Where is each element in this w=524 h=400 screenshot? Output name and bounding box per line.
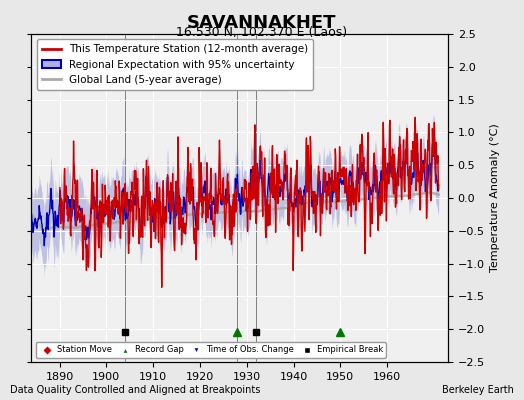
Text: SAVANNAKHET: SAVANNAKHET <box>187 14 337 32</box>
Text: Berkeley Earth: Berkeley Earth <box>442 385 514 395</box>
Text: 16.530 N, 102.370 E (Laos): 16.530 N, 102.370 E (Laos) <box>177 26 347 39</box>
Y-axis label: Temperature Anomaly (°C): Temperature Anomaly (°C) <box>490 124 500 272</box>
Text: Data Quality Controlled and Aligned at Breakpoints: Data Quality Controlled and Aligned at B… <box>10 385 261 395</box>
Legend: Station Move, Record Gap, Time of Obs. Change, Empirical Break: Station Move, Record Gap, Time of Obs. C… <box>36 342 386 358</box>
